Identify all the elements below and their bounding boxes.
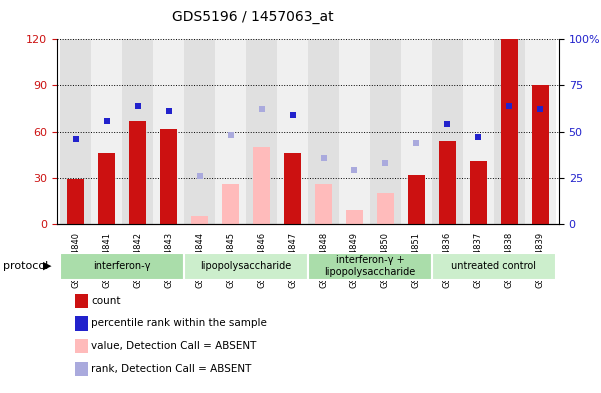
Bar xyxy=(122,39,153,224)
Bar xyxy=(470,161,487,224)
Bar xyxy=(346,210,363,224)
Text: rank, Detection Call = ABSENT: rank, Detection Call = ABSENT xyxy=(91,364,252,374)
Text: interferon-γ: interferon-γ xyxy=(93,261,151,271)
Bar xyxy=(184,39,215,224)
Bar xyxy=(525,39,556,224)
FancyBboxPatch shape xyxy=(184,253,308,279)
Bar xyxy=(463,39,494,224)
Bar xyxy=(246,39,277,224)
Bar xyxy=(191,216,208,224)
FancyBboxPatch shape xyxy=(308,253,432,279)
Bar xyxy=(153,39,184,224)
Bar xyxy=(339,39,370,224)
Bar xyxy=(67,179,84,224)
Text: protocol: protocol xyxy=(3,261,48,271)
Bar xyxy=(315,184,332,224)
Text: percentile rank within the sample: percentile rank within the sample xyxy=(91,318,267,329)
Bar xyxy=(439,141,456,224)
Bar xyxy=(60,39,91,224)
Bar xyxy=(284,153,301,224)
Bar xyxy=(253,147,270,224)
Bar xyxy=(308,39,339,224)
Bar xyxy=(370,39,401,224)
Bar xyxy=(215,39,246,224)
Bar xyxy=(432,39,463,224)
FancyBboxPatch shape xyxy=(60,253,184,279)
Bar xyxy=(222,184,239,224)
Bar xyxy=(160,129,177,224)
FancyBboxPatch shape xyxy=(432,253,556,279)
Text: count: count xyxy=(91,296,121,306)
Text: lipopolysaccharide: lipopolysaccharide xyxy=(200,261,291,271)
Text: untreated control: untreated control xyxy=(451,261,536,271)
Text: value, Detection Call = ABSENT: value, Detection Call = ABSENT xyxy=(91,341,257,351)
Text: ▶: ▶ xyxy=(43,261,52,271)
Bar xyxy=(277,39,308,224)
Bar xyxy=(532,86,549,224)
Bar xyxy=(494,39,525,224)
Bar xyxy=(129,121,146,224)
Bar xyxy=(377,193,394,224)
Bar xyxy=(91,39,122,224)
Bar xyxy=(401,39,432,224)
Bar xyxy=(98,153,115,224)
Text: interferon-γ +
lipopolysaccharide: interferon-γ + lipopolysaccharide xyxy=(325,255,416,277)
Text: GDS5196 / 1457063_at: GDS5196 / 1457063_at xyxy=(172,10,333,24)
Bar xyxy=(408,175,425,224)
Bar xyxy=(501,39,518,224)
